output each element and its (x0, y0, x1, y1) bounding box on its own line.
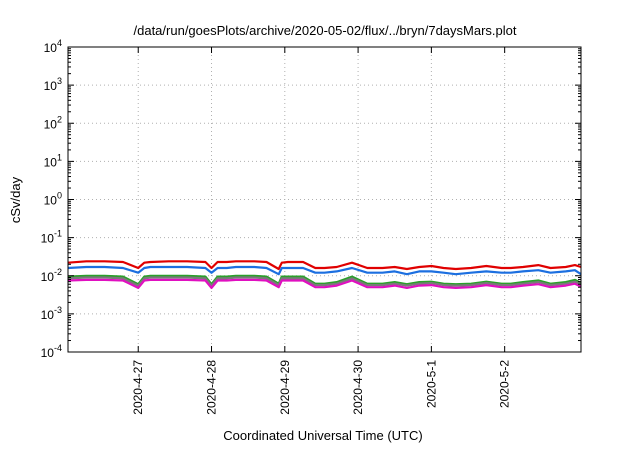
x-tick-label: 2020-4-28 (205, 360, 219, 415)
series-line (67, 278, 582, 289)
series-line (67, 274, 582, 286)
x-tick-label: 2020-4-27 (131, 360, 145, 415)
y-tick-label: 10-2 (41, 267, 62, 284)
series-line (67, 265, 582, 276)
y-tick-label: 10-4 (41, 343, 62, 360)
x-axis: 2020-4-27 2020-4-28 2020-4-29 2020-4-30 2020… (131, 47, 512, 415)
y-axis: 10-4 10-3 10-2 10-1 100 101 102 103 104 (41, 38, 581, 360)
x-tick-label: 2020-5-1 (424, 360, 438, 408)
y-tick-label: 100 (44, 191, 62, 208)
y-tick-label: 102 (44, 114, 62, 131)
y-tick-label: 101 (44, 152, 62, 169)
y-tick-label: 10-3 (41, 305, 62, 322)
y-tick-label: 104 (44, 38, 62, 55)
y-tick-label: 10-1 (41, 229, 62, 246)
grid-layer (68, 47, 581, 352)
x-tick-label: 2020-5-2 (498, 360, 512, 408)
y-tick-label: 103 (44, 76, 62, 93)
x-axis-label: Coordinated Universal Time (UTC) (223, 428, 422, 443)
series-layer (67, 260, 582, 289)
x-tick-label: 2020-4-29 (278, 360, 292, 415)
series-line (67, 260, 582, 271)
chart-title: /data/run/goesPlots/archive/2020-05-02/f… (134, 23, 517, 38)
x-tick-label: 2020-4-30 (351, 360, 365, 415)
series-line (67, 276, 582, 287)
y-axis-label: cSv/day (8, 176, 23, 223)
